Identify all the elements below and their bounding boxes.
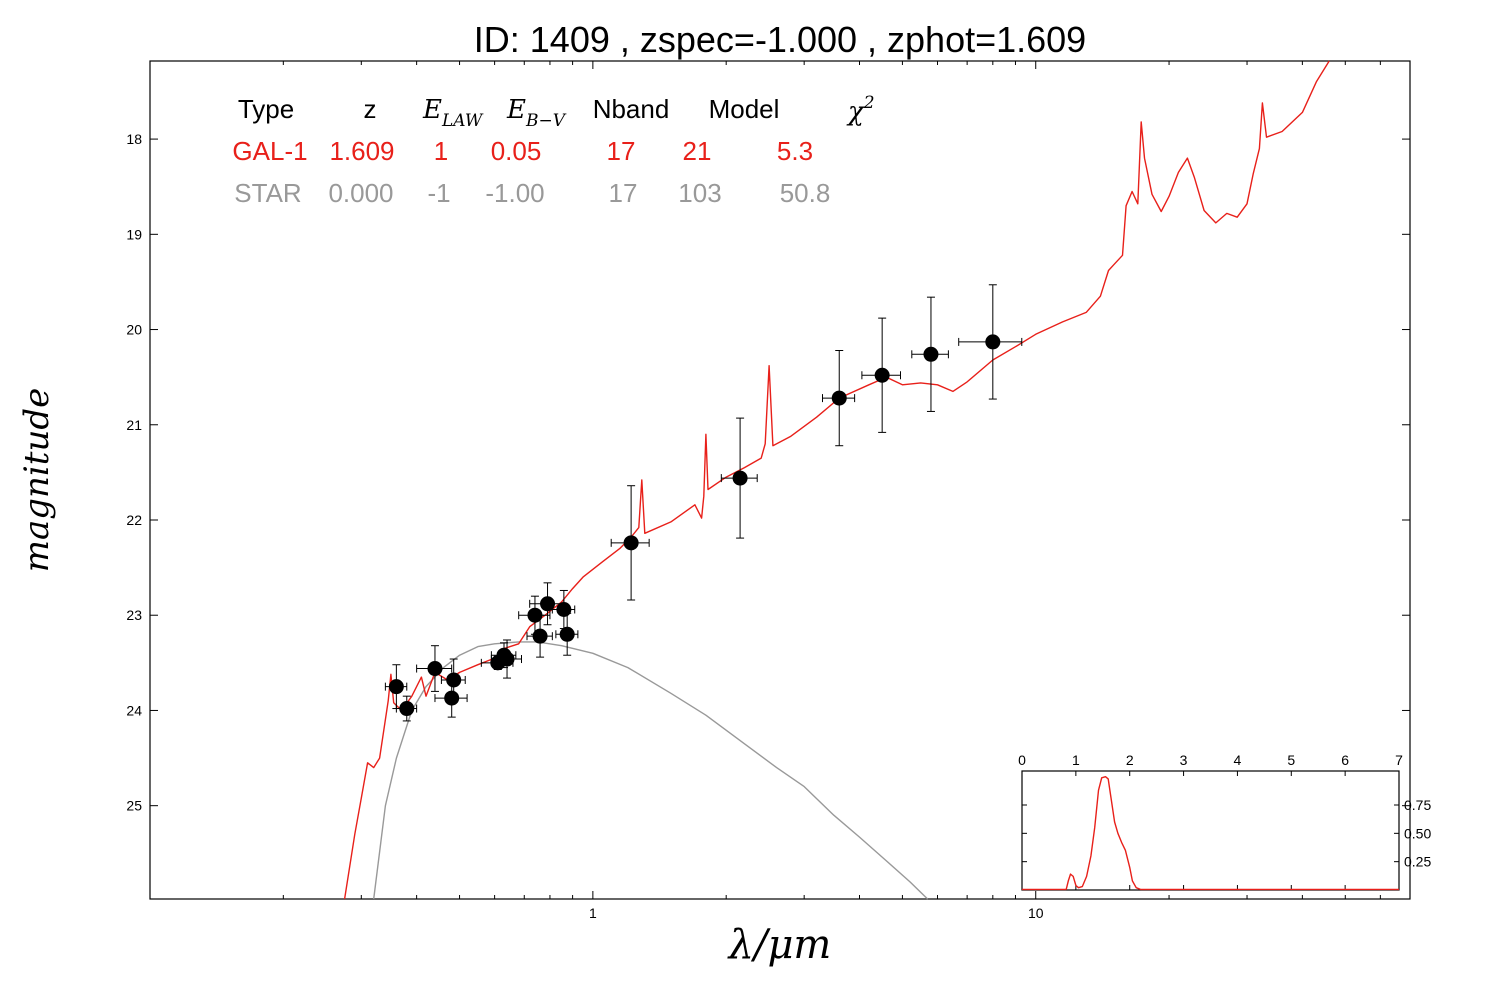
star-type: STAR	[234, 178, 301, 208]
inset-x-tick-label: 6	[1341, 752, 1349, 768]
photometry-point	[444, 690, 460, 706]
photometry-point	[527, 607, 543, 623]
y-tick-label: 19	[126, 226, 142, 242]
legend-table: Type z ELAW EB−V Nband Model χ2 GAL-1 1.…	[232, 93, 874, 208]
y-tick-label: 21	[126, 417, 142, 433]
inset-x-tick-label: 4	[1234, 752, 1242, 768]
x-tick-label: 10	[1028, 905, 1044, 921]
header-nband: Nband	[593, 94, 670, 124]
photometry-point	[559, 626, 575, 642]
gal-type: GAL-1	[232, 136, 307, 166]
photometry-point	[831, 390, 847, 406]
inset-frame	[1021, 770, 1400, 891]
chart-title: ID: 1409 , zspec=-1.000 , zphot=1.609	[474, 19, 1086, 60]
star-ebv: -1.00	[485, 178, 544, 208]
star-model: 103	[678, 178, 721, 208]
photometry-point	[446, 672, 462, 688]
inset-pdz-curve	[1022, 776, 1399, 891]
photometry-point	[499, 651, 515, 667]
header-elaw: ELAW	[422, 95, 484, 131]
star-chi2: 50.8	[780, 178, 831, 208]
inset-y-tick-label: 0.25	[1404, 854, 1431, 870]
inset-x-tick-label: 2	[1126, 752, 1134, 768]
pdz-curve	[1022, 776, 1399, 891]
inset-x-tick-label: 1	[1072, 752, 1080, 768]
header-type: Type	[238, 94, 294, 124]
star-elaw: -1	[427, 178, 450, 208]
plot-frame	[149, 60, 1411, 900]
inset-x-tick-label: 5	[1287, 752, 1295, 768]
gal-nband: 17	[607, 136, 636, 166]
photometry-point	[923, 346, 939, 362]
legend-row-star: STAR 0.000 -1 -1.00 17 103 50.8	[234, 178, 830, 208]
y-tick-label: 25	[126, 798, 142, 814]
inset-x-tick-label: 0	[1018, 752, 1026, 768]
photometry-point	[532, 628, 548, 644]
y-tick-label: 20	[126, 322, 142, 338]
y-tick-label: 24	[126, 702, 142, 718]
photometry-point	[540, 596, 556, 612]
inset-x-tick-label: 7	[1395, 752, 1403, 768]
y-tick-label: 22	[126, 512, 142, 528]
photometry-point	[556, 602, 572, 618]
photometry-point	[623, 535, 639, 551]
photometry-point	[427, 661, 443, 677]
y-tick-label: 18	[126, 131, 142, 147]
header-z: z	[364, 94, 377, 124]
gal-chi2: 5.3	[777, 136, 813, 166]
header-model: Model	[709, 94, 780, 124]
y-axis-label: magnitude	[17, 388, 57, 573]
photometry-point	[399, 701, 415, 717]
star-nband: 17	[609, 178, 638, 208]
x-axis-label: λ/μm	[727, 922, 832, 968]
y-tick-label: 23	[126, 607, 142, 623]
header-chi2: χ2	[846, 93, 875, 127]
gal-ebv: 0.05	[491, 136, 542, 166]
legend-row-gal: GAL-1 1.609 1 0.05 17 21 5.3	[232, 136, 813, 166]
header-ebv: EB−V	[506, 95, 567, 131]
photometry-point	[874, 367, 890, 383]
photometry-point	[985, 334, 1001, 350]
gal-z: 1.609	[329, 136, 394, 166]
star-z: 0.000	[328, 178, 393, 208]
pdz-inset: 0 1 2 3 4 5 6 7 0.25 0.50 0.75	[1018, 752, 1431, 891]
photometry-point	[388, 679, 404, 695]
x-tick-label: 1	[589, 905, 597, 921]
photometry-point	[732, 470, 748, 486]
gal-model: 21	[683, 136, 712, 166]
photometry-points	[384, 284, 1023, 722]
star-model-curve	[373, 641, 929, 900]
inset-y-tick-label: 0.75	[1404, 797, 1431, 813]
gal-elaw: 1	[434, 136, 448, 166]
inset-y-tick-label: 0.50	[1404, 825, 1431, 841]
inset-x-tick-label: 3	[1180, 752, 1188, 768]
